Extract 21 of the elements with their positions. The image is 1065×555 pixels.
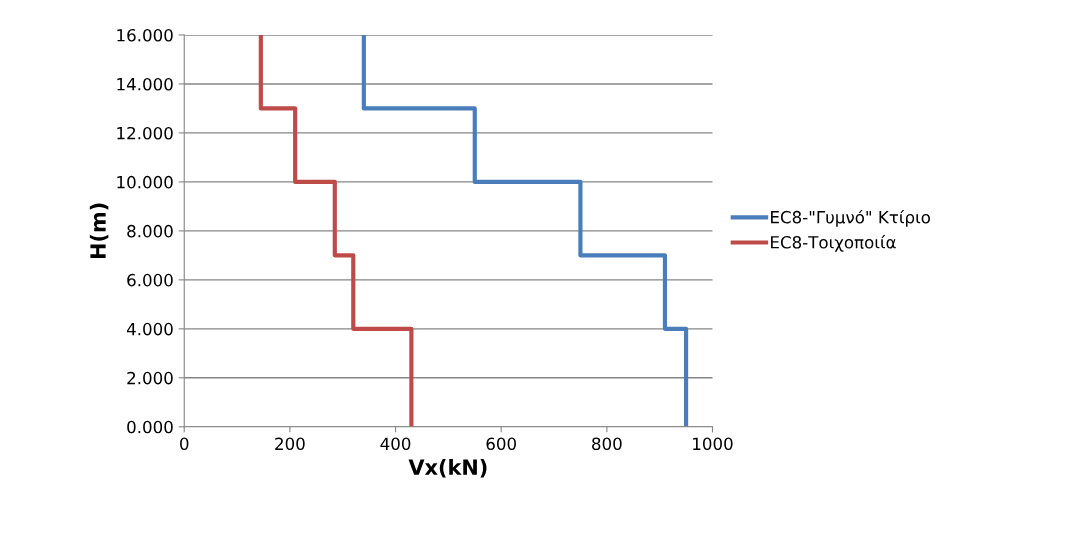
legend-label: EC8-Τοιχοποιία <box>771 235 896 252</box>
y-tick-label: 6.000 <box>127 273 173 287</box>
y-tick-label: 12.000 <box>117 126 173 140</box>
y-tick-label: 10.000 <box>117 175 173 189</box>
line-series <box>258 34 414 427</box>
x-tick-label: 800 <box>592 437 622 451</box>
x-tick-label: 400 <box>380 437 411 451</box>
y-tick-label: 16.000 <box>117 28 173 42</box>
y-tick-label: 14.000 <box>117 77 173 91</box>
y-axis-title: H(m) <box>89 203 109 259</box>
y-tick-label: 8.000 <box>127 224 173 238</box>
x-tick-label: 600 <box>486 437 516 451</box>
x-axis-title: Vx(kN) <box>408 458 487 478</box>
y-tick-label: 0.000 <box>127 420 173 434</box>
legend-label: EC8-"Γυμνό" Κτίριο <box>771 209 930 227</box>
x-tick-label: 1000 <box>693 437 733 451</box>
line-series <box>361 34 689 427</box>
x-tick-label: 200 <box>275 437 305 451</box>
y-tick-label: 4.000 <box>126 322 173 336</box>
y-tick-label: 2.000 <box>127 371 173 385</box>
x-tick-label: 0 <box>180 437 189 451</box>
